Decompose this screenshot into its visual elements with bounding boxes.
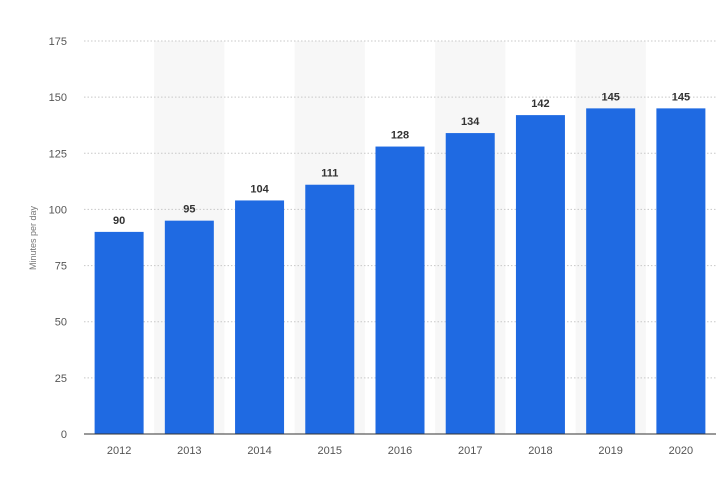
y-tick-label: 25	[55, 373, 67, 385]
x-tick-label-2015: 2015	[318, 445, 342, 457]
data-label-2018: 142	[531, 98, 549, 110]
y-tick-label: 125	[49, 148, 67, 160]
x-axis-tick-labels: 2012 2013 2014 2015 2016 2017 2018 2019 2020	[107, 445, 693, 457]
x-tick-label-2012: 2012	[107, 445, 131, 457]
bar-2016[interactable]	[375, 146, 425, 435]
bar-2018[interactable]	[515, 115, 565, 435]
y-tick-label: 150	[49, 92, 67, 104]
bar-2017[interactable]	[445, 133, 495, 434]
x-tick-label-2020: 2020	[669, 445, 693, 457]
bar-2015[interactable]	[305, 184, 355, 434]
y-axis-title: Minutes per day	[28, 205, 38, 270]
bar-2019[interactable]	[586, 108, 636, 435]
x-tick-label-2018: 2018	[528, 445, 552, 457]
data-label-2014: 104	[250, 183, 269, 195]
y-tick-label: 50	[55, 317, 67, 329]
data-label-2020: 145	[672, 91, 690, 103]
x-tick-label-2017: 2017	[458, 445, 482, 457]
x-tick-label-2019: 2019	[598, 445, 622, 457]
y-tick-label: 100	[49, 204, 67, 216]
bar-2013[interactable]	[164, 220, 214, 434]
y-tick-label: 0	[61, 429, 67, 441]
y-axis-tick-labels: 0 25 50 75 100 125 150 175	[49, 36, 67, 441]
x-tick-label-2016: 2016	[388, 445, 412, 457]
bar-2020[interactable]	[656, 108, 706, 435]
data-label-2019: 145	[601, 91, 619, 103]
data-label-2015: 111	[321, 168, 338, 180]
data-label-2016: 128	[391, 130, 409, 142]
data-label-2012: 90	[113, 215, 125, 227]
bar-2012[interactable]	[94, 231, 144, 434]
data-label-2017: 134	[461, 116, 480, 128]
y-tick-label: 175	[49, 36, 67, 48]
y-tick-label: 75	[55, 261, 67, 273]
x-tick-label-2013: 2013	[177, 445, 201, 457]
bars-layer	[94, 108, 706, 435]
data-labels-layer: 90 95 104 111 128 134 142 145 145	[113, 91, 690, 227]
data-label-2013: 95	[183, 204, 195, 216]
bar-2014[interactable]	[235, 200, 285, 434]
x-tick-label-2014: 2014	[247, 445, 271, 457]
